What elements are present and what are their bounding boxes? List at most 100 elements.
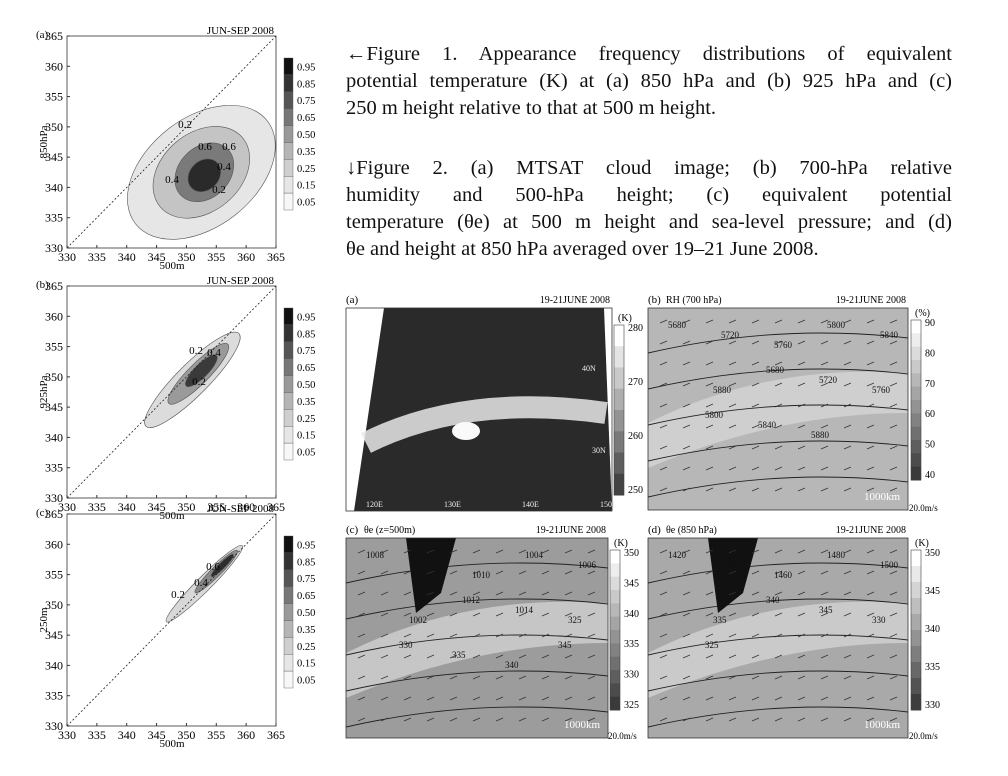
wind-vector: [705, 633, 714, 638]
colorbar-label: 0.65: [297, 591, 315, 602]
y-axis-label: 925hPa: [38, 375, 50, 408]
contour-line: [648, 404, 908, 426]
wind-vector: [682, 549, 691, 554]
wind-vector: [357, 591, 366, 596]
diagonal-line: [66, 35, 277, 249]
colorbar-segment: [911, 333, 921, 348]
contour-label: 330: [872, 615, 886, 625]
diagonal-line: [66, 513, 277, 727]
wind-vector: [380, 696, 389, 701]
y-tick-label: 365: [45, 279, 63, 293]
x-tick-label: 365: [267, 728, 285, 742]
wind-vector: [659, 549, 668, 554]
wind-vector: [889, 633, 898, 638]
wind-vector: [705, 549, 714, 554]
wind-vector: [820, 340, 829, 345]
wind-vector: [403, 549, 412, 554]
x-tick-label: 340: [118, 500, 136, 514]
wind-vector: [426, 717, 435, 722]
colorbar-label: 330: [925, 700, 940, 711]
wind-vector: [705, 717, 714, 722]
contour-line: [346, 634, 608, 656]
contour-label: 0.4: [194, 577, 208, 589]
x-tick-label: 355: [207, 500, 225, 514]
wind-vector: [495, 654, 504, 659]
wind-vector: [705, 424, 714, 429]
wind-vector: [705, 340, 714, 345]
map-colorbar: [910, 319, 922, 481]
map-panel-label: (d): [648, 524, 661, 536]
wind-vector: [682, 570, 691, 575]
colorbar-label: 0.95: [297, 62, 315, 73]
x-axis-label: 500m: [159, 260, 185, 272]
wind-vector: [659, 633, 668, 638]
y-tick-label: 355: [45, 340, 63, 354]
contour-line: [346, 706, 608, 728]
wind-vector: [866, 612, 875, 617]
colorbar-label: 40: [925, 470, 935, 481]
wind-vector: [705, 466, 714, 471]
map-panel-date: 19-21JUNE 2008: [536, 525, 606, 536]
wind-vector: [587, 612, 596, 617]
wind-vector: [866, 382, 875, 387]
contour-label: 5760: [872, 385, 891, 395]
x-tick-label: 340: [118, 728, 136, 742]
colorbar-segment: [610, 643, 620, 658]
y-tick-label: 335: [45, 689, 63, 703]
caption-line: 250 m height relative to that at 500 m h…: [346, 97, 717, 119]
wind-vector: [843, 466, 852, 471]
x-tick-label: 355: [207, 250, 225, 264]
wind-vector: [797, 675, 806, 680]
colorbar-segment: [911, 440, 921, 454]
wind-vector: [820, 633, 829, 638]
wind-vector: [820, 382, 829, 387]
wind-vector: [587, 591, 596, 596]
x-tick-label: 355: [207, 728, 225, 742]
contour-line: [648, 634, 908, 656]
wind-vector: [728, 403, 737, 408]
wind-vector: [705, 487, 714, 492]
wind-vector: [774, 612, 783, 617]
wind-vector: [659, 340, 668, 345]
wind-vector: [380, 570, 389, 575]
caption-line: temperature (θe) at 500 m height and sea…: [346, 211, 952, 233]
wind-vector: [426, 633, 435, 638]
wind-vector: [682, 633, 691, 638]
wind-vector: [843, 633, 852, 638]
wind-vector: [820, 549, 829, 554]
colorbar-segment: [911, 630, 921, 647]
wind-vector: [659, 319, 668, 324]
wind-vector: [472, 612, 481, 617]
wind-vector: [659, 675, 668, 680]
colorbar-segment: [610, 656, 620, 671]
colorbar-segment: [610, 563, 620, 578]
wind-vector: [843, 361, 852, 366]
contour-label: 345: [819, 605, 833, 615]
x-tick-label: 335: [88, 250, 106, 264]
y-tick-label: 345: [45, 628, 63, 642]
wind-vector: [518, 654, 527, 659]
colorbar-segment: [911, 320, 921, 334]
wind-vector: [797, 633, 806, 638]
colorbar-segment: [911, 400, 921, 414]
density-contour: [210, 554, 234, 577]
colorbar-segment: [911, 646, 921, 663]
contour-label: 325: [705, 640, 719, 650]
colorbar-segment: [610, 576, 620, 591]
colorbar-segment: [911, 413, 921, 428]
y-tick-label: 350: [45, 370, 63, 384]
x-tick-label: 360: [237, 250, 255, 264]
colorbar-segment: [614, 410, 624, 432]
contour-label: 1006: [578, 560, 597, 570]
wind-vector: [751, 445, 760, 450]
map-scale-label: 1000km: [864, 719, 901, 731]
wind-vector: [380, 717, 389, 722]
wind-vector: [728, 717, 737, 722]
colorbar-label: 0.95: [297, 312, 315, 323]
wind-vector: [751, 633, 760, 638]
x-tick-label: 365: [267, 250, 285, 264]
density-panel: 3303303353353403403453453503503553553603…: [36, 503, 315, 750]
map-panel-b: (b) RH (700 hPa) 19-21JUNE 2008 1000km 20.0m…: [647, 294, 938, 513]
wind-vector: [403, 696, 412, 701]
contour-label: 1012: [419, 560, 437, 570]
